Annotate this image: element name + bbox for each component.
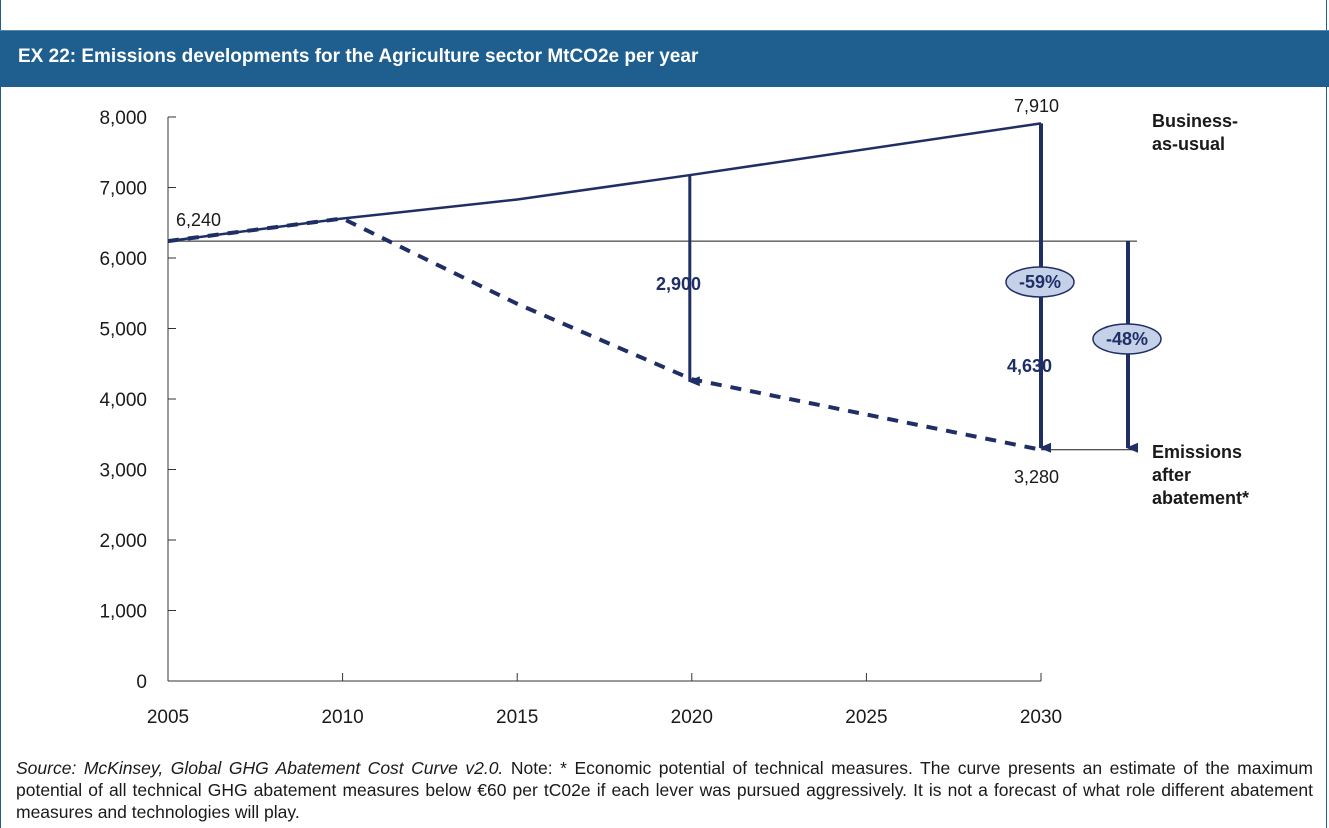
pct-vs-2005-bubble	[1092, 323, 1162, 355]
y-tick-label: 4,000	[99, 390, 147, 411]
y-tick-label: 0	[136, 672, 147, 693]
footer-source: Source: McKinsey, Global GHG Abatement C…	[16, 758, 504, 778]
gap-2030-label: 4,630	[1007, 356, 1052, 376]
pct-vs-2005-label: -48%	[1106, 329, 1148, 349]
x-tick-label: 2010	[321, 707, 363, 728]
y-tick-label: 7,000	[99, 179, 147, 200]
legend-abated-line1: Emissions	[1152, 442, 1242, 462]
y-tick-label: 6,000	[99, 249, 147, 270]
y-tick-label: 8,000	[99, 108, 147, 129]
x-tick-label: 2020	[671, 707, 713, 728]
pct-vs-bau-label: -59%	[1019, 272, 1061, 292]
y-tick-label: 3,000	[99, 461, 147, 482]
x-tick-label: 2015	[496, 707, 538, 728]
x-tick-label: 2025	[845, 707, 887, 728]
label-abated-end: 3,280	[1014, 467, 1059, 487]
legend-bau-line2: as-usual	[1152, 134, 1225, 154]
title-bar	[0, 30, 1329, 87]
footer-note-text: Note: * Economic potential of technical …	[16, 758, 1313, 822]
series-abated-line	[167, 216, 1042, 452]
legend-abated-line2: after	[1152, 465, 1191, 485]
y-tick-label: 1,000	[99, 602, 147, 623]
label-start: 6,240	[176, 210, 221, 230]
y-tick-label: 2,000	[99, 531, 147, 552]
footer-note: Source: McKinsey, Global GHG Abatement C…	[16, 757, 1313, 823]
legend-bau-line1: Business-	[1152, 111, 1238, 131]
label-bau-end: 7,910	[1014, 96, 1059, 116]
legend-abated-line3: abatement*	[1152, 488, 1249, 508]
y-tick-label: 5,000	[99, 320, 147, 341]
x-tick-label: 2030	[1020, 707, 1062, 728]
pct-vs-bau-bubble	[1005, 266, 1075, 298]
chart-title: EX 22: Emissions developments for the Ag…	[18, 46, 699, 67]
x-tick-label: 2005	[147, 707, 189, 728]
series-bau-line	[167, 122, 1042, 243]
gap-2020-label: 2,900	[656, 274, 701, 294]
